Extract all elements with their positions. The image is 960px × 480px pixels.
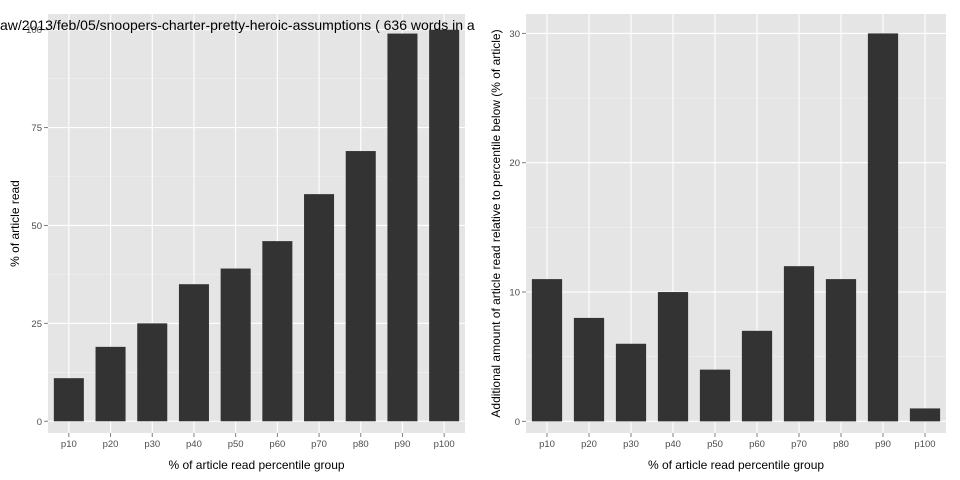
- bar-p90: [387, 33, 418, 422]
- x-tick-label: p60: [749, 439, 765, 450]
- y-tick-label: 0: [515, 417, 520, 428]
- bar-p70: [783, 266, 815, 422]
- y-tick-label: 30: [509, 29, 520, 40]
- bar-p40: [178, 284, 209, 422]
- x-tick-label: p30: [623, 439, 639, 450]
- x-tick-label: p100: [914, 439, 935, 450]
- x-tick-label: p80: [833, 439, 849, 450]
- bar-p60: [741, 330, 773, 422]
- bar-p40: [657, 292, 689, 422]
- x-tick-label: p10: [61, 439, 77, 450]
- chart-panel-2: 0 10 20 30 p10 p20 p30 p40 p50 p60 p70 p80 p90 p100 % …: [489, 14, 946, 472]
- chart-title: aw/2013/feb/05/snoopers-charter-pretty-h…: [0, 17, 475, 33]
- bar-p10: [531, 279, 563, 422]
- bar-p50: [220, 268, 251, 422]
- y-tick-label: 25: [31, 319, 42, 330]
- y-axis-title: % of article read: [8, 180, 22, 267]
- bar-p20: [95, 346, 126, 422]
- y-tick-label: 100: [26, 25, 42, 36]
- x-tick-label: p100: [434, 439, 455, 450]
- bar-p80: [825, 279, 857, 422]
- x-tick-label: p30: [144, 439, 160, 450]
- y-tick-label: 10: [509, 288, 520, 299]
- x-tick-label: p40: [186, 439, 202, 450]
- x-tick-label: p50: [707, 439, 723, 450]
- x-tick-label: p70: [791, 439, 807, 450]
- x-tick-label: p90: [395, 439, 411, 450]
- x-tick-label: p90: [875, 439, 891, 450]
- y-tick-label: 0: [37, 417, 42, 428]
- x-tick-label: p10: [539, 439, 555, 450]
- y-tick-label: 75: [31, 123, 42, 134]
- x-axis-title: % of article read percentile group: [648, 458, 824, 472]
- x-axis-title: % of article read percentile group: [168, 458, 344, 472]
- bar-p50: [699, 369, 731, 422]
- bar-p60: [262, 241, 293, 422]
- y-axis-title: Additional amount of article read relati…: [489, 29, 503, 417]
- bar-p10: [53, 378, 84, 422]
- x-tick-label: p60: [269, 439, 285, 450]
- bar-p20: [573, 317, 605, 422]
- x-tick-label: p50: [228, 439, 244, 450]
- y-tick-label: 20: [509, 158, 520, 169]
- bar-p100: [909, 408, 941, 422]
- x-tick-label: p70: [311, 439, 327, 450]
- x-tick-label: p80: [353, 439, 369, 450]
- x-tick-label: p20: [581, 439, 597, 450]
- x-tick-label: p40: [665, 439, 681, 450]
- y-tick-label: 50: [31, 221, 42, 232]
- bar-p70: [304, 194, 335, 422]
- bar-p80: [345, 151, 376, 422]
- bar-p30: [137, 323, 168, 422]
- bar-p90: [867, 33, 899, 422]
- bar-p100: [429, 29, 460, 422]
- x-tick-label: p20: [103, 439, 119, 450]
- bar-p30: [615, 343, 647, 422]
- chart-panel-1: 0 25 50 75 100 p10 p20 p30 p40 p50 p60 p70 p80 p90 p10…: [0, 14, 475, 472]
